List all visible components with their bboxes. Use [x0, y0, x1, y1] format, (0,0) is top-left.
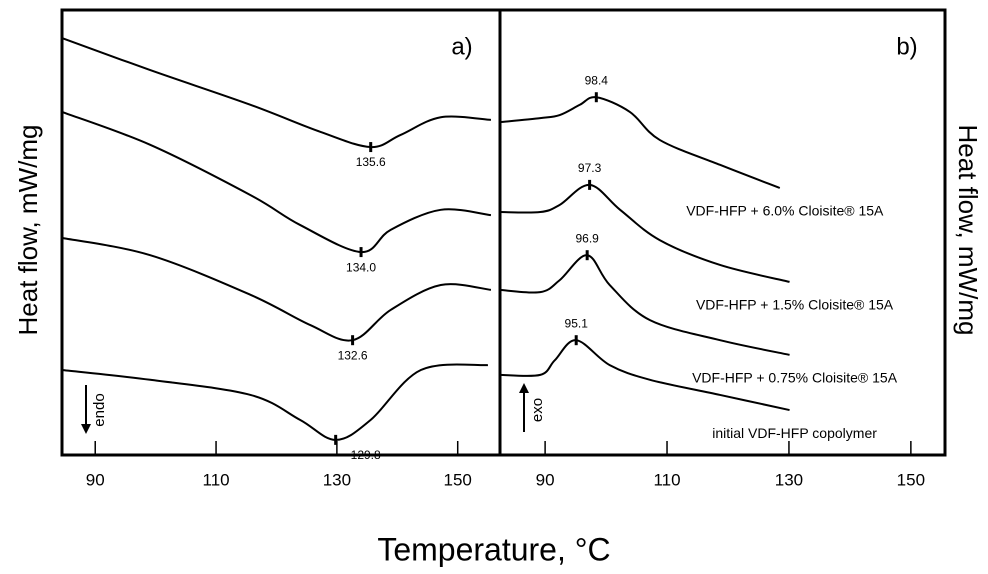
annotation: endo: [91, 393, 108, 426]
x-axis-label: Temperature, °C: [377, 531, 610, 567]
curve: [61, 110, 492, 254]
peak-label: 135.6: [356, 155, 386, 169]
curve: [61, 236, 492, 342]
curve: [499, 183, 790, 283]
panel-frame: [498, 8, 947, 457]
x-tick-label: 110: [653, 470, 680, 489]
y-axis-label: Heat flow, mW/mg: [13, 125, 43, 336]
peak-label: 134.0: [346, 260, 376, 274]
y-axis-label: Heat flow, mW/mg: [953, 125, 983, 336]
curve: [61, 37, 492, 149]
peak-label: 96.9: [575, 231, 599, 245]
x-tick-label: 90: [536, 470, 555, 489]
series-label: initial VDF-HFP copolymer: [712, 425, 877, 441]
panel-frame: [60, 8, 502, 457]
curve: [61, 363, 488, 441]
x-tick-label: 130: [323, 470, 351, 489]
arrow-head: [81, 424, 91, 434]
arrow-head: [519, 383, 529, 393]
x-tick-label: 110: [203, 470, 230, 489]
x-tick-label: 90: [86, 470, 105, 489]
panel-label: a): [451, 33, 472, 60]
curve: [499, 339, 790, 412]
curve: [499, 96, 781, 189]
annotation: exo: [529, 398, 546, 422]
series-label: VDF-HFP + 0.75% Cloisite® 15A: [692, 370, 898, 386]
peak-label: 132.6: [338, 348, 368, 362]
peak-label: 129.8: [351, 448, 381, 462]
series-label: VDF-HFP + 1.5% Cloisite® 15A: [696, 297, 894, 313]
peak-label: 95.1: [565, 316, 589, 330]
x-tick-label: 150: [897, 470, 925, 489]
x-tick-label: 150: [444, 470, 472, 489]
x-tick-label: 130: [775, 470, 803, 489]
peak-label: 97.3: [578, 161, 602, 175]
panel-label: b): [896, 33, 917, 60]
curve: [499, 254, 790, 356]
series-label: VDF-HFP + 6.0% Cloisite® 15A: [686, 203, 884, 219]
peak-label: 98.4: [585, 73, 609, 87]
